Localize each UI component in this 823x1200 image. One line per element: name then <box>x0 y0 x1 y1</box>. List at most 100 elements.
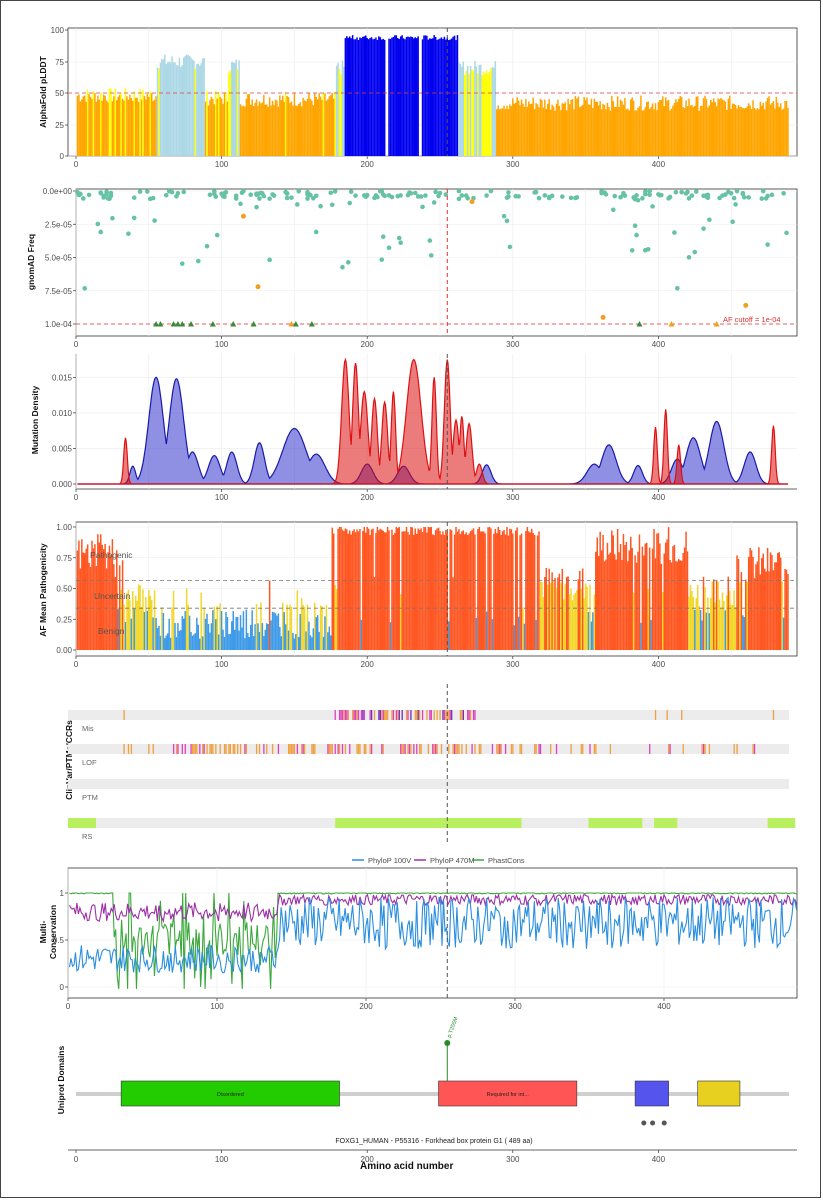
plddt-bar-410 <box>672 105 674 156</box>
lof-mark <box>736 744 738 754</box>
plddt-bar-220 <box>395 35 398 157</box>
pathogenicity-ytick-label-4: 1.00 <box>56 523 72 532</box>
pathogenicity-bar-413 <box>676 561 679 650</box>
pathogenicity-bar-461 <box>746 581 748 650</box>
lof-mark <box>407 744 409 754</box>
lof-mark <box>210 744 213 754</box>
plddt-bar-257 <box>449 39 451 157</box>
pathogenicity-xtick-label-400: 400 <box>652 660 666 669</box>
lof-mark <box>215 744 217 754</box>
pathogenicity-bar-376 <box>622 534 625 650</box>
gnomad-point <box>238 201 243 207</box>
plddt-bar-11 <box>91 98 93 156</box>
pathogenicity-bar-67 <box>172 590 175 650</box>
gnomad-point <box>784 230 789 236</box>
plddt-bar-62 <box>165 64 168 156</box>
lof-mark <box>580 744 582 754</box>
plddt-bar-41 <box>134 97 137 156</box>
mis-mark <box>468 710 470 720</box>
plddt-bar-20 <box>104 95 106 156</box>
mis-mark <box>472 710 475 720</box>
domains-xtick-label-400: 400 <box>652 1155 666 1164</box>
gnomad-point <box>692 249 698 255</box>
plddt-bar-138 <box>276 100 278 156</box>
lof-mark <box>410 744 412 754</box>
plddt-bar-180 <box>337 62 339 156</box>
lof-mark <box>500 744 502 754</box>
variant-lollipop-head <box>444 1040 451 1046</box>
pathogenicity-bar-269 <box>466 534 469 650</box>
plddt-bar-147 <box>289 102 291 156</box>
pathogenicity-bar-362 <box>602 534 604 650</box>
plddt-bar-290 <box>497 105 499 156</box>
gnomad-point <box>632 223 638 229</box>
plddt-bar-426 <box>695 96 698 156</box>
plddt-bar-328 <box>552 106 555 156</box>
pathogenicity-bar-436 <box>710 597 712 650</box>
pathogenicity-bar-460 <box>745 579 747 650</box>
plddt-bar-348 <box>581 104 584 156</box>
plddt-bar-152 <box>296 105 299 156</box>
lof-mark <box>359 744 361 754</box>
plddt-ylabel: AlphaFold pLDDT <box>38 55 48 128</box>
plddt-bar-162 <box>311 100 313 156</box>
mis-mark <box>442 710 444 720</box>
pathogenicity-bar-378 <box>625 541 628 650</box>
pathogenicity-bar-343 <box>574 592 577 650</box>
pathogenicity-bar-278 <box>480 531 482 650</box>
plddt-bar-446 <box>724 101 727 156</box>
plddt-bar-102 <box>223 93 226 156</box>
pathogenicity-bar-487 <box>784 569 786 650</box>
plddt-bar-169 <box>321 99 323 156</box>
plddt-bar-38 <box>130 98 133 156</box>
gnomad-point <box>781 191 786 196</box>
plddt-bar-163 <box>312 105 315 156</box>
plddt-bar-226 <box>404 39 406 156</box>
lof-mark <box>452 744 454 754</box>
plddt-bar-81 <box>193 60 195 157</box>
plddt-bar-12 <box>92 91 95 156</box>
pathogenicity-bar-107 <box>231 621 233 650</box>
pathogenicity-bar-12 <box>92 548 95 650</box>
pathogenicity-bar-197 <box>362 531 364 650</box>
lof-mark <box>271 744 274 754</box>
plddt-bar-200 <box>366 38 368 156</box>
pathogenicity-bar-422 <box>689 584 692 650</box>
lof-mark <box>314 744 316 754</box>
pathogenicity-bar-111 <box>236 616 239 650</box>
pathogenicity-bar-357 <box>595 551 597 650</box>
gnomad-xtick-label-400: 400 <box>652 340 666 349</box>
pathogenicity-bar-129 <box>263 636 265 650</box>
plddt-bar-404 <box>663 106 665 156</box>
pathogenicity-bar-71 <box>178 630 181 650</box>
lof-mark <box>416 744 418 754</box>
plddt-bar-293 <box>501 108 504 156</box>
lof-mark <box>550 744 552 754</box>
pathogenicity-bar-46 <box>142 589 144 650</box>
pathogenicity-bar-395 <box>650 620 652 650</box>
plddt-bar-358 <box>596 101 598 156</box>
plddt-bar-105 <box>228 72 230 156</box>
plddt-bar-475 <box>766 97 769 156</box>
plddt-bar-432 <box>704 95 706 156</box>
pathogenicity-bar-224 <box>401 531 403 650</box>
plddt-bar-468 <box>756 108 759 156</box>
pathogenicity-bar-135 <box>271 611 274 650</box>
plddt-bar-309 <box>525 98 527 156</box>
pathogenicity-bar-68 <box>174 622 176 650</box>
plddt-bar-255 <box>446 37 449 156</box>
pathogenicity-bar-245 <box>431 534 434 650</box>
pathogenicity-bar-316 <box>535 620 537 650</box>
plddt-bar-250 <box>439 38 441 156</box>
pathogenicity-bar-76 <box>185 588 188 650</box>
plddt-bar-218 <box>392 36 395 156</box>
conservation-ylabel-1: Multi- <box>38 921 48 944</box>
plddt-bar-104 <box>226 101 229 156</box>
plddt-bar-49 <box>146 93 149 156</box>
pathogenicity-bar-167 <box>318 631 320 650</box>
pathogenicity-bar-176 <box>331 527 334 650</box>
mis-mark <box>397 710 399 720</box>
pathogenicity-bar-57 <box>158 625 160 650</box>
pathogenicity-bar-437 <box>711 581 714 650</box>
